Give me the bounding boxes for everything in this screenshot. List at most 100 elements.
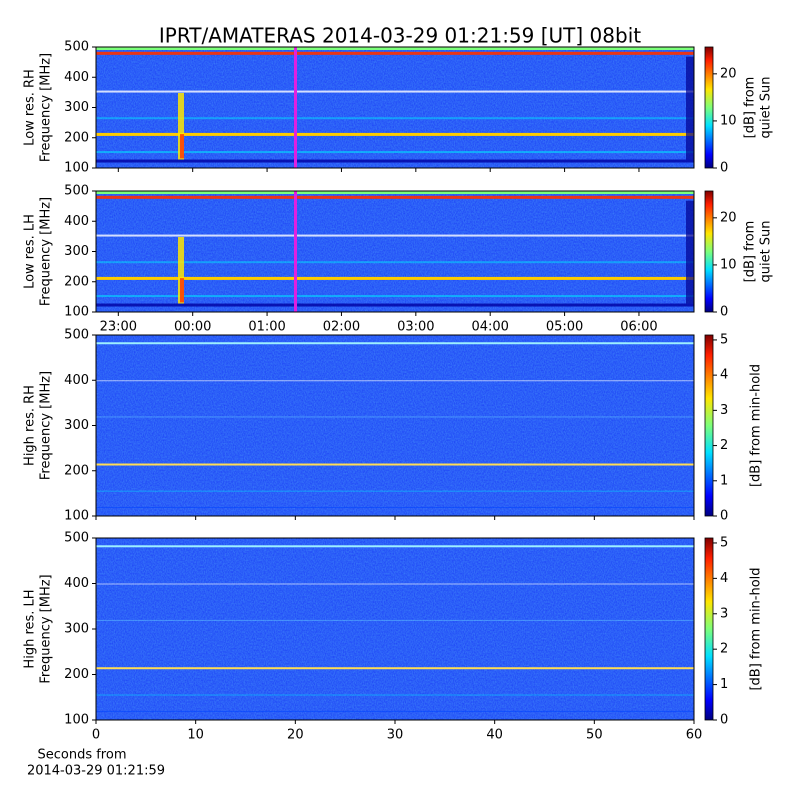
x-tick-label: 23:00 [100, 320, 137, 335]
spectral-feature [96, 295, 694, 298]
y-tick-label: 300 [64, 244, 89, 259]
x-tick-label: 40 [486, 728, 503, 743]
y-axis-label: Frequency [MHz] [39, 371, 54, 480]
spectral-feature [96, 191, 694, 194]
y-tick-label: 400 [64, 576, 89, 591]
colorbar [704, 46, 714, 169]
colorbar-tick-label: 0 [720, 713, 728, 728]
burst [178, 92, 184, 160]
x-tick-label: 10 [187, 728, 204, 743]
y-tick-label: 200 [64, 274, 89, 289]
y-tick-label: 500 [64, 328, 89, 343]
spectral-feature [96, 51, 694, 55]
colorbar [704, 190, 714, 313]
spectral-feature [96, 151, 694, 154]
colorbar [704, 334, 714, 517]
colorbar-tick-label: 2 [720, 642, 728, 657]
burst-core [180, 278, 184, 303]
spectral-feature [96, 261, 694, 264]
spectral-feature [96, 694, 694, 696]
spectral-feature [96, 545, 694, 548]
colorbar-tick-label: 5 [720, 535, 728, 550]
colorbar-tick-label: 2 [720, 438, 728, 453]
colorbar-tick-label: 0 [720, 305, 728, 320]
y-axis-label: Low res. RH [23, 69, 38, 146]
x-tick-label: 60 [686, 728, 703, 743]
colorbar-tick-label: 20 [720, 66, 737, 81]
colorbar-label: quiet Sun [759, 220, 774, 282]
y-tick-label: 200 [64, 130, 89, 145]
spectrogram-noise [96, 191, 694, 312]
colorbar-tick-label: 3 [720, 403, 728, 418]
x-tick-label: 0 [92, 728, 100, 743]
current-time-marker [294, 47, 297, 168]
spectral-feature [96, 380, 694, 382]
colorbar-tick-label: 1 [720, 677, 728, 692]
y-axis-label: Frequency [MHz] [39, 53, 54, 162]
colorbar-label: [dB] from min-hold [749, 567, 764, 690]
spectral-feature [96, 90, 694, 93]
colorbar-tick-label: 3 [720, 606, 728, 621]
y-tick-label: 400 [64, 70, 89, 85]
colorbar-label: quiet Sun [759, 76, 774, 138]
y-tick-label: 500 [64, 40, 89, 55]
x-axis-label: 2014-03-29 01:21:59 [27, 764, 165, 779]
colorbar-label: [dB] from min-hold [749, 364, 764, 487]
colorbar-label: [dB] from [743, 77, 758, 139]
y-axis-label: Low res. LH [23, 214, 38, 289]
y-tick-label: 100 [64, 305, 89, 320]
x-tick-label: 50 [586, 728, 603, 743]
y-axis-label: Frequency [MHz] [39, 197, 54, 306]
spectrogram-noise [96, 335, 694, 516]
current-time-marker [294, 191, 297, 312]
spectral-feature [96, 276, 694, 280]
colorbar-tick-label: 1 [720, 473, 728, 488]
colorbar [704, 537, 714, 721]
y-tick-label: 200 [64, 463, 89, 478]
spectral-feature [96, 583, 694, 585]
chart-title: IPRT/AMATERAS 2014-03-29 01:21:59 [UT] 0… [159, 24, 641, 48]
spectral-feature [96, 117, 694, 120]
y-tick-label: 100 [64, 509, 89, 524]
x-tick-label: 05:00 [546, 320, 583, 335]
colorbar-tick-label: 0 [720, 161, 728, 176]
y-tick-label: 300 [64, 100, 89, 115]
colorbar-label: [dB] from [743, 221, 758, 283]
spectral-feature [96, 506, 694, 508]
colorbar-tick-label: 0 [720, 509, 728, 524]
colorbar-tick-label: 4 [720, 571, 728, 586]
spectrogram-noise [96, 47, 694, 168]
burst-core [180, 134, 184, 159]
y-axis-label: High res. LH [23, 589, 38, 668]
colorbar-tick-label: 20 [720, 210, 737, 225]
y-axis-label: High res. RH [23, 385, 38, 466]
x-tick-label: 01:00 [248, 320, 285, 335]
spectral-feature [96, 416, 694, 418]
y-axis-label: Frequency [MHz] [39, 574, 54, 683]
spectral-feature [96, 47, 694, 50]
spectral-feature [96, 667, 694, 670]
spectral-feature [96, 195, 694, 199]
y-tick-label: 400 [64, 373, 89, 388]
colorbar-tick-label: 4 [720, 368, 728, 383]
x-tick-label: 20 [287, 728, 304, 743]
x-tick-label: 03:00 [397, 320, 434, 335]
x-tick-label: 30 [387, 728, 404, 743]
y-tick-label: 500 [64, 184, 89, 199]
right-edge-band [686, 200, 694, 304]
y-tick-label: 300 [64, 418, 89, 433]
right-edge-band [686, 56, 694, 160]
colorbar-tick-label: 5 [720, 332, 728, 347]
spectral-feature [96, 342, 694, 345]
spectrogram-noise [96, 538, 694, 720]
x-axis-label: Seconds from [37, 748, 126, 763]
y-tick-label: 500 [64, 531, 89, 546]
spectral-feature [96, 234, 694, 237]
y-tick-label: 400 [64, 214, 89, 229]
spectral-feature [96, 303, 694, 307]
x-tick-label: 00:00 [174, 320, 211, 335]
spectral-feature [96, 710, 694, 712]
x-tick-label: 06:00 [620, 320, 657, 335]
x-tick-label: 04:00 [471, 320, 508, 335]
